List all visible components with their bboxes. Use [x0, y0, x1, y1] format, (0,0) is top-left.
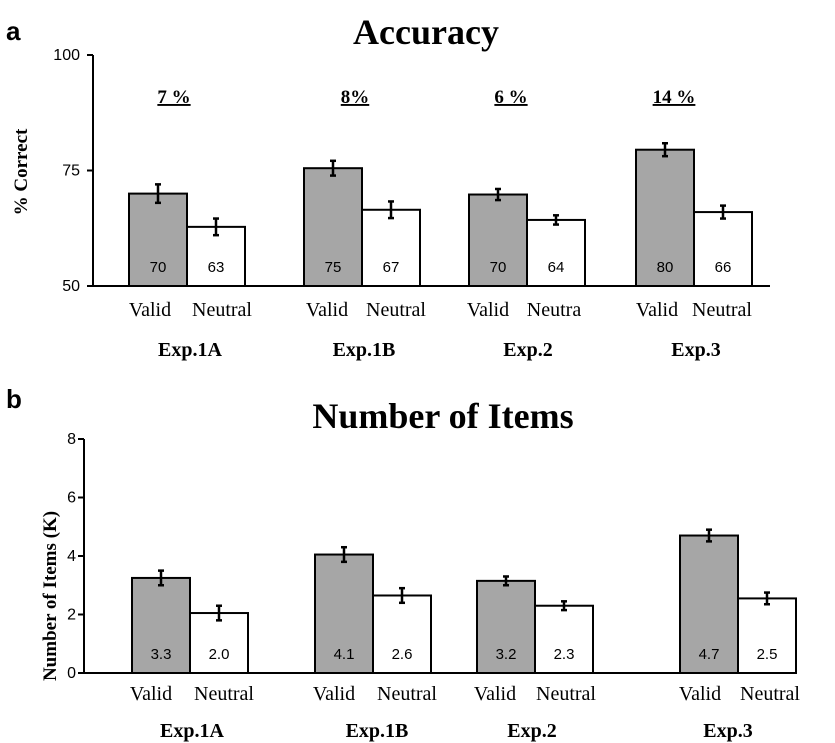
panel-a-condition-label: Neutral [192, 299, 252, 321]
panel-a-bar-neutral [526, 218, 586, 288]
panel-b-bar-value: 3.2 [496, 646, 517, 663]
panel-a-ytick-label: 100 [53, 47, 80, 64]
panel-b-bar-value: 4.7 [699, 646, 720, 663]
panel-b-group-label: Exp.3 [703, 720, 752, 742]
panel-b-condition-label: Valid [313, 683, 355, 705]
panel-b-plot: 0 2 4 6 8 3.3 2.0 Valid Neutral Exp.1A 4.1 2.6 Valid… [67, 431, 800, 742]
panel-a-bar-value: 75 [325, 259, 342, 276]
panel-a-condition-label: Valid [636, 299, 678, 321]
panel-a-condition-label: Neutral [366, 299, 426, 321]
panel-a-condition-label: Valid [306, 299, 348, 321]
panel-a-bar-value: 67 [383, 259, 400, 276]
panel-b-ytick-label: 2 [67, 607, 76, 624]
panel-a-difference-annotation: 14 % [653, 87, 696, 108]
panel-b-bar-value: 2.0 [209, 646, 230, 663]
panel-a-letter: a [6, 16, 21, 46]
panel-a-bar-neutral [361, 208, 421, 288]
panel-b-letter: b [6, 384, 22, 414]
panel-a-group-label: Exp.1A [158, 339, 222, 361]
panel-b-bar-value: 4.1 [334, 646, 355, 663]
panel-b-condition-label: Valid [679, 683, 721, 705]
panel-a-bar-value: 64 [548, 259, 565, 276]
panel-a-bar-value: 70 [490, 259, 507, 276]
panel-a-bar-value: 70 [150, 259, 167, 276]
panel-b-condition-label: Neutral [740, 683, 800, 705]
panel-a-ylabel: % Correct [11, 128, 32, 215]
panel-a-bar-valid [635, 148, 695, 287]
panel-b-bar-neutral [372, 594, 432, 674]
panel-a-plot: 50 75 100 70 63 Valid Neutral Exp.1A 7 % 75 67 Vali… [53, 47, 770, 361]
panel-a-condition-label: Neutral [692, 299, 752, 321]
panel-b-bar-neutral [189, 612, 249, 674]
panel-a-ytick-label: 75 [62, 163, 80, 180]
panel-a-condition-label: Valid [467, 299, 509, 321]
panel-a-condition-label: Valid [129, 299, 171, 321]
panel-b-bar-value: 2.3 [554, 646, 575, 663]
panel-b-bar-value: 2.6 [392, 646, 413, 663]
panel-b-group-label: Exp.2 [507, 720, 556, 742]
panel-a-bar-value: 63 [208, 259, 225, 276]
panel-b-condition-label: Neutral [377, 683, 437, 705]
panel-b-ytick-label: 4 [67, 548, 76, 565]
panel-b-ytick-label: 8 [67, 431, 76, 448]
panel-a-group-label: Exp.3 [671, 339, 720, 361]
panel-b-bar-valid [314, 553, 374, 674]
panel-a-bar-valid [128, 192, 188, 288]
panel-b-condition-label: Valid [474, 683, 516, 705]
panel-b-ytick-label: 6 [67, 490, 76, 507]
panel-b-bar-value: 3.3 [151, 646, 172, 663]
panel-a-bar-value: 80 [657, 259, 674, 276]
panel-a-ytick-label: 50 [62, 278, 80, 295]
panel-a-bar-neutral [693, 211, 753, 287]
panel-b-group-label: Exp.1B [346, 720, 409, 742]
panel-b-bar-value: 2.5 [757, 646, 778, 663]
panel-b-condition-label: Valid [130, 683, 172, 705]
panel-a-condition-label: Neutra [527, 299, 582, 321]
panel-a-group-label: Exp.1B [333, 339, 396, 361]
panel-b-title: Number of Items [312, 396, 573, 436]
panel-a-bar-neutral [186, 225, 246, 287]
panel-b-group-label: Exp.1A [160, 720, 224, 742]
panel-a-title: Accuracy [353, 12, 499, 52]
panel-a-difference-annotation: 7 % [157, 87, 190, 108]
panel-b-ylabel: Number of Items (K) [40, 511, 61, 681]
panel-a-bar-value: 66 [715, 259, 732, 276]
panel-b-ytick-label: 0 [67, 665, 76, 682]
panel-b-condition-label: Neutral [194, 683, 254, 705]
panel-a-difference-annotation: 8% [341, 87, 370, 108]
panel-b-bar-neutral [737, 597, 797, 674]
panel-a-group-label: Exp.2 [503, 339, 552, 361]
panel-a-difference-annotation: 6 % [494, 87, 527, 108]
panel-b-bar-neutral [534, 604, 594, 674]
panel-b-condition-label: Neutral [536, 683, 596, 705]
